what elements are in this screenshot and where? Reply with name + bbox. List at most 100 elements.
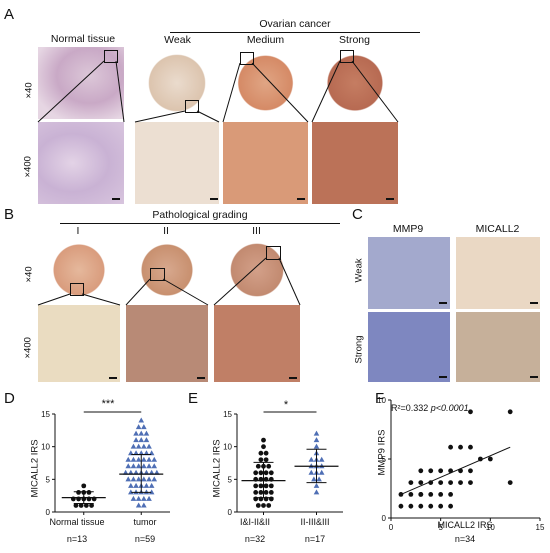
scale-bar	[112, 198, 120, 200]
y-tick-label: 10	[41, 443, 50, 452]
data-point	[408, 480, 414, 485]
data-point	[418, 492, 424, 497]
x-tick-label: 0	[389, 523, 394, 532]
data-point	[253, 483, 259, 489]
strong-40x-image	[312, 47, 398, 119]
y-tick-label: 0	[46, 508, 51, 517]
data-point	[263, 483, 269, 489]
data-point	[135, 495, 142, 501]
data-point	[133, 430, 139, 436]
data-point	[458, 480, 463, 485]
n-label-e-0: n=32	[244, 534, 266, 544]
data-point	[135, 456, 142, 462]
data-point	[76, 490, 81, 495]
micall2-weak-image	[456, 237, 540, 309]
data-point	[487, 456, 493, 462]
data-point	[135, 463, 142, 469]
p-value: p<0.0001	[430, 403, 469, 413]
y-tick-label: 5	[382, 455, 387, 464]
scale-bar	[289, 377, 297, 379]
panel-label-c: C	[352, 206, 363, 223]
medium-label: Medium	[246, 34, 285, 46]
data-point	[268, 490, 274, 495]
data-point	[313, 430, 320, 436]
data-point	[78, 503, 84, 508]
data-point	[418, 480, 424, 485]
data-point	[258, 490, 264, 495]
x-tick-label: 5	[438, 523, 443, 532]
data-point	[138, 430, 145, 436]
scale-bar	[530, 302, 538, 304]
scale-bar	[439, 302, 447, 304]
scale-bar	[530, 376, 538, 378]
data-point	[468, 444, 473, 450]
zoom-box-grade-2	[150, 268, 165, 281]
scale-bar	[210, 198, 218, 200]
data-point	[263, 457, 269, 463]
mmp9-strong-image	[368, 312, 450, 382]
data-point	[255, 463, 261, 469]
zoom-box-weak	[185, 100, 199, 113]
data-point	[266, 503, 272, 508]
data-point	[428, 468, 434, 474]
data-point	[438, 503, 444, 509]
data-point	[146, 463, 152, 469]
pathological-grading-bar	[60, 223, 340, 224]
scale-bar	[386, 198, 394, 200]
data-point	[263, 490, 269, 495]
mmp9-weak-image	[368, 237, 450, 309]
data-point	[258, 450, 264, 456]
micall2-strong-image	[456, 312, 540, 382]
data-point	[128, 450, 134, 456]
data-point	[89, 503, 94, 508]
data-point	[141, 424, 147, 430]
data-point	[418, 503, 424, 509]
data-point	[138, 437, 145, 443]
panel-label-d: D	[4, 390, 15, 407]
zoom-box-strong	[340, 50, 354, 63]
y-tick-label: 10	[377, 396, 386, 405]
category-label-d-0: Normal tissue	[49, 517, 105, 527]
n-label-d-0: n=13	[66, 534, 88, 544]
data-point	[143, 437, 150, 443]
category-label-e-1: II-III&III	[300, 517, 330, 527]
y-tick-label: 0	[228, 508, 233, 517]
data-point	[141, 463, 147, 469]
strong-label: Strong	[339, 34, 370, 46]
grade-1-label: I	[76, 225, 80, 237]
panel-label-f: F	[375, 390, 385, 407]
category-label-d-1: tumor	[133, 517, 157, 527]
data-point	[143, 450, 150, 456]
data-point	[148, 482, 155, 488]
significance-d: ***	[101, 398, 115, 410]
data-point	[308, 469, 315, 475]
ovarian-cancer-label: Ovarian cancer	[259, 18, 331, 30]
data-point	[138, 417, 145, 423]
y-tick-label: 15	[223, 410, 232, 419]
data-point	[438, 480, 444, 485]
data-point	[438, 468, 444, 474]
data-point	[261, 503, 266, 508]
y-tick-label: 0	[382, 514, 387, 523]
data-point	[468, 468, 473, 474]
normal-tissue-400x-image	[38, 122, 124, 204]
data-point	[258, 457, 264, 463]
data-point	[408, 492, 414, 497]
fit-line	[400, 446, 511, 495]
n-label-e-1: n=17	[304, 534, 326, 544]
data-point	[448, 480, 453, 485]
data-point	[130, 463, 137, 469]
data-point	[438, 492, 444, 497]
data-point	[458, 444, 463, 450]
data-point	[130, 456, 137, 462]
data-point	[263, 450, 269, 456]
data-point	[138, 450, 145, 456]
category-label-e-0: I&I-II&II	[239, 517, 270, 527]
data-point	[135, 443, 142, 449]
n-label-d-1: n=59	[134, 534, 156, 544]
data-point	[143, 430, 150, 436]
y-tick-label: 10	[223, 443, 232, 452]
weak-400x-image	[135, 122, 219, 204]
x-tick-label: 15	[536, 523, 545, 532]
